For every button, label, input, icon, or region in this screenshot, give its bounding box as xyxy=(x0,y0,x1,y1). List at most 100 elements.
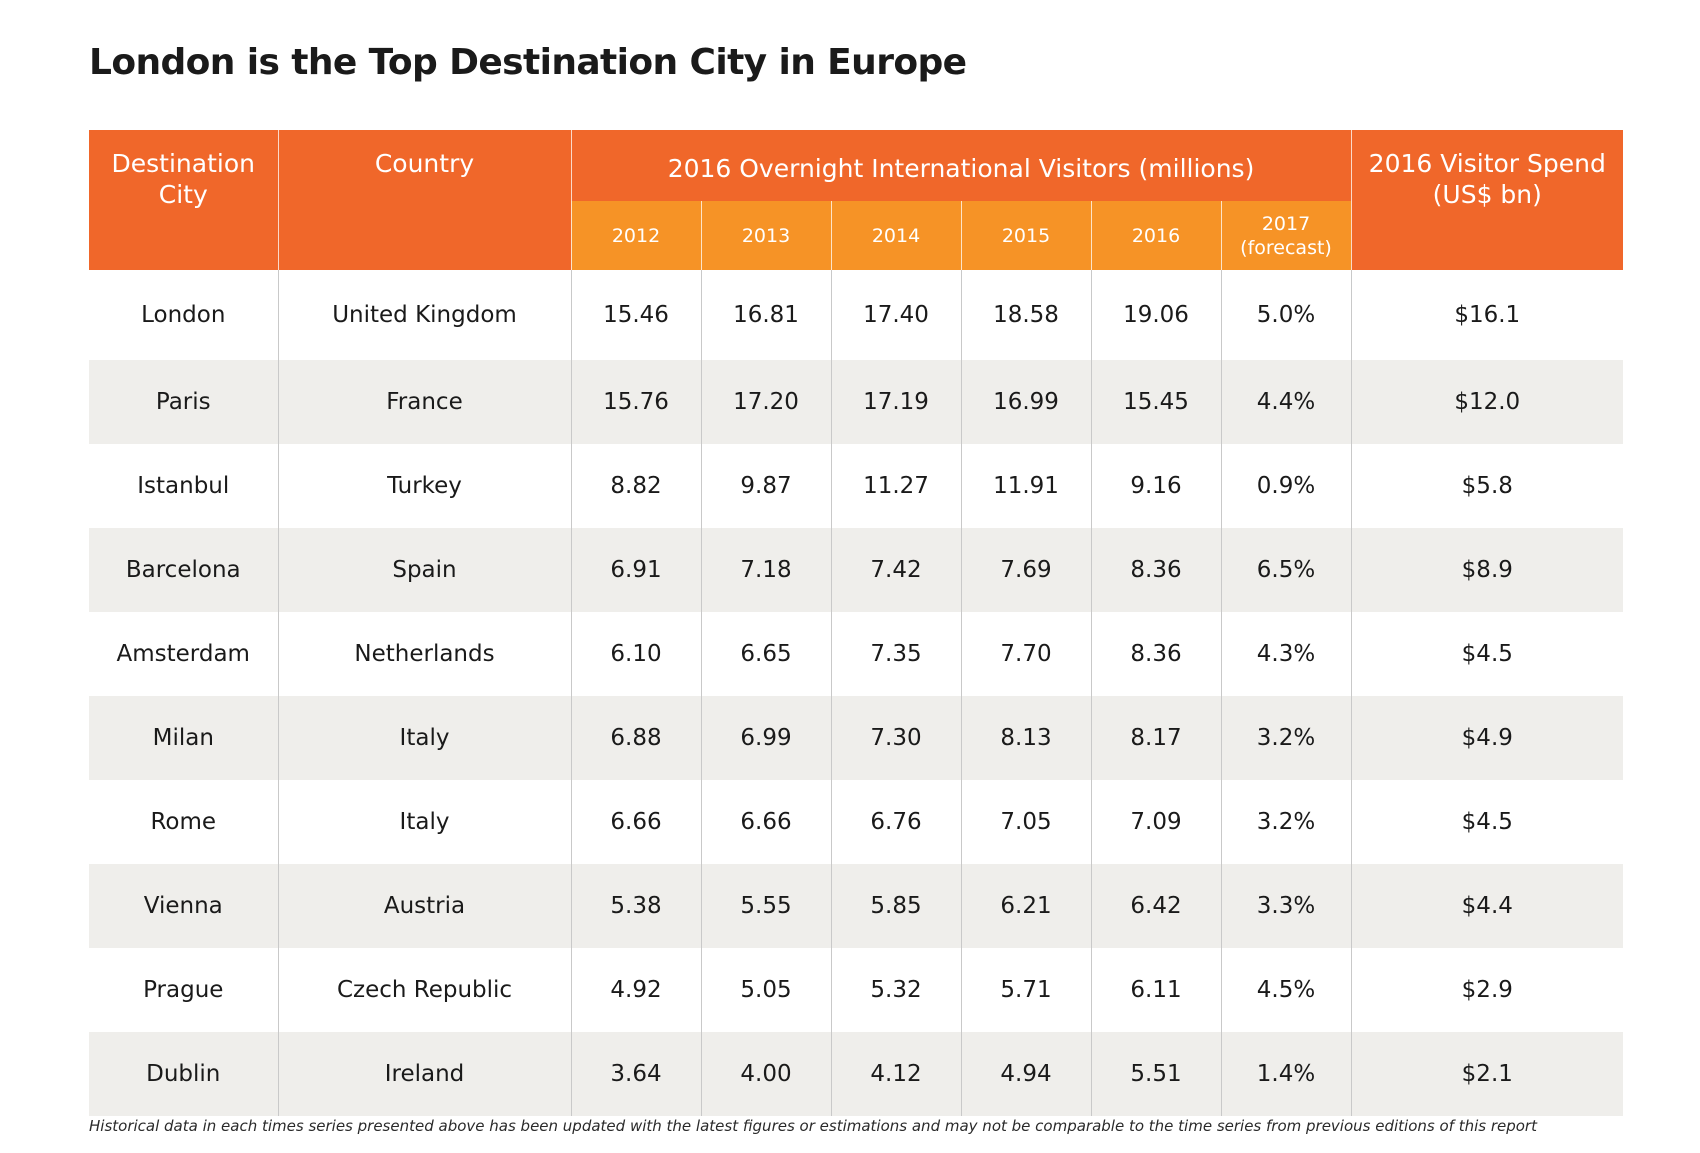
visitor-spend-cell: $16.1 xyxy=(1350,270,1624,360)
table-row: Prague Czech Republic 4.92 5.05 5.32 5.71 6.11… xyxy=(89,948,1624,1032)
city-cell: Paris xyxy=(89,360,278,444)
visitor-spend-cell: $4.5 xyxy=(1350,612,1624,696)
footnote: Historical data in each times series pre… xyxy=(89,1117,1537,1135)
value-2014-cell: 11.27 xyxy=(830,444,961,528)
country-cell: Spain xyxy=(277,528,571,612)
forecast-2017-cell: 5.0% xyxy=(1220,270,1352,360)
value-2016-cell: 6.42 xyxy=(1090,864,1221,948)
table-row: Barcelona Spain 6.91 7.18 7.42 7.69 8.36 6.5% $8… xyxy=(89,528,1624,612)
value-2015-cell: 5.71 xyxy=(960,948,1091,1032)
value-2016-cell: 6.11 xyxy=(1090,948,1221,1032)
value-2014-cell: 5.32 xyxy=(830,948,961,1032)
value-2013-cell: 4.00 xyxy=(700,1032,831,1116)
value-2016-cell: 7.09 xyxy=(1090,780,1221,864)
country-cell: Ireland xyxy=(277,1032,571,1116)
value-2013-cell: 6.99 xyxy=(700,696,831,780)
page-title: London is the Top Destination City in Eu… xyxy=(89,42,967,83)
country-cell: Turkey xyxy=(277,444,571,528)
forecast-2017-cell: 4.5% xyxy=(1220,948,1352,1032)
value-2015-cell: 6.21 xyxy=(960,864,1091,948)
value-2014-cell: 5.85 xyxy=(830,864,961,948)
value-2014-cell: 7.30 xyxy=(830,696,961,780)
table-row: Paris France 15.76 17.20 17.19 16.99 15.45 4.4%… xyxy=(89,360,1624,444)
country-cell: United Kingdom xyxy=(277,270,571,360)
visitor-spend-cell: $4.9 xyxy=(1350,696,1624,780)
value-2015-cell: 11.91 xyxy=(960,444,1091,528)
value-2013-cell: 5.55 xyxy=(700,864,831,948)
value-2016-cell: 15.45 xyxy=(1090,360,1221,444)
value-2012-cell: 6.66 xyxy=(570,780,701,864)
value-2016-cell: 8.17 xyxy=(1090,696,1221,780)
value-2012-cell: 6.10 xyxy=(570,612,701,696)
value-2013-cell: 17.20 xyxy=(700,360,831,444)
table-row: Vienna Austria 5.38 5.55 5.85 6.21 6.42 3.3% $4.… xyxy=(89,864,1624,948)
value-2012-cell: 6.91 xyxy=(570,528,701,612)
header-year-2016: 2016 xyxy=(1090,201,1221,270)
value-2015-cell: 7.69 xyxy=(960,528,1091,612)
forecast-2017-cell: 4.3% xyxy=(1220,612,1352,696)
header-country: Country xyxy=(277,130,571,270)
forecast-2017-cell: 3.2% xyxy=(1220,780,1352,864)
value-2012-cell: 8.82 xyxy=(570,444,701,528)
value-2014-cell: 4.12 xyxy=(830,1032,961,1116)
value-2015-cell: 16.99 xyxy=(960,360,1091,444)
forecast-2017-cell: 0.9% xyxy=(1220,444,1352,528)
value-2012-cell: 6.88 xyxy=(570,696,701,780)
visitors-table: Destination City Country 2016 Overnight … xyxy=(89,130,1624,1116)
value-2013-cell: 7.18 xyxy=(700,528,831,612)
value-2012-cell: 5.38 xyxy=(570,864,701,948)
country-cell: Netherlands xyxy=(277,612,571,696)
city-cell: Rome xyxy=(150,809,217,835)
value-2016-cell: 5.51 xyxy=(1090,1032,1221,1116)
forecast-2017-cell: 6.5% xyxy=(1220,528,1352,612)
value-2016-cell: 8.36 xyxy=(1090,612,1221,696)
table-row: Amsterdam Netherlands 6.10 6.65 7.35 7.70 8.36… xyxy=(89,612,1624,696)
value-2013-cell: 6.65 xyxy=(700,612,831,696)
header-visitors-group: 2016 Overnight International Visitors (m… xyxy=(570,130,1352,201)
value-2014-cell: 17.40 xyxy=(830,270,961,360)
value-2013-cell: 5.05 xyxy=(700,948,831,1032)
header-year-2017-forecast: 2017 (forecast) xyxy=(1220,201,1352,270)
table-row: London United Kingdom 15.46 16.81 17.40 18.58… xyxy=(89,270,1624,360)
value-2015-cell: 18.58 xyxy=(960,270,1091,360)
value-2015-cell: 4.94 xyxy=(960,1032,1091,1116)
value-2014-cell: 17.19 xyxy=(830,360,961,444)
forecast-2017-cell: 3.2% xyxy=(1220,696,1352,780)
visitor-spend-cell: $8.9 xyxy=(1350,528,1624,612)
country-cell: Czech Republic xyxy=(277,948,571,1032)
city-cell: Prague xyxy=(143,977,224,1003)
table-row: Milan Italy 6.88 6.99 7.30 8.13 8.17 3.2% $4.9 xyxy=(89,696,1624,780)
city-cell: Amsterdam xyxy=(116,641,250,667)
city-cell: Vienna xyxy=(89,864,278,948)
forecast-2017-cell: 1.4% xyxy=(1220,1032,1352,1116)
value-2016-cell: 19.06 xyxy=(1090,270,1221,360)
city-cell: Dublin xyxy=(89,1032,278,1116)
header-visitor-spend: 2016 Visitor Spend (US$ bn) xyxy=(1350,130,1624,270)
value-2013-cell: 9.87 xyxy=(700,444,831,528)
value-2015-cell: 7.70 xyxy=(960,612,1091,696)
country-cell: Austria xyxy=(277,864,571,948)
forecast-2017-cell: 3.3% xyxy=(1220,864,1352,948)
header-year-2013: 2013 xyxy=(700,201,831,270)
value-2014-cell: 6.76 xyxy=(830,780,961,864)
value-2016-cell: 9.16 xyxy=(1090,444,1221,528)
value-2015-cell: 7.05 xyxy=(960,780,1091,864)
city-cell: Milan xyxy=(89,696,278,780)
country-cell: France xyxy=(277,360,571,444)
table-body: London United Kingdom 15.46 16.81 17.40 18.58… xyxy=(89,270,1624,1116)
value-2012-cell: 15.46 xyxy=(570,270,701,360)
value-2014-cell: 7.42 xyxy=(830,528,961,612)
value-2013-cell: 6.66 xyxy=(700,780,831,864)
value-2012-cell: 15.76 xyxy=(570,360,701,444)
table-row: Rome Italy 6.66 6.66 6.76 7.05 7.09 3.2% $4.5 xyxy=(89,780,1624,864)
header-year-2015: 2015 xyxy=(960,201,1091,270)
value-2014-cell: 7.35 xyxy=(830,612,961,696)
city-cell: Istanbul xyxy=(137,473,230,499)
city-cell: Barcelona xyxy=(89,528,278,612)
country-cell: Italy xyxy=(277,780,571,864)
header-year-2014: 2014 xyxy=(830,201,961,270)
country-cell: Italy xyxy=(277,696,571,780)
table-row: Istanbul Turkey 8.82 9.87 11.27 11.91 9.16 0.9%… xyxy=(89,444,1624,528)
value-2012-cell: 4.92 xyxy=(570,948,701,1032)
forecast-2017-cell: 4.4% xyxy=(1220,360,1352,444)
